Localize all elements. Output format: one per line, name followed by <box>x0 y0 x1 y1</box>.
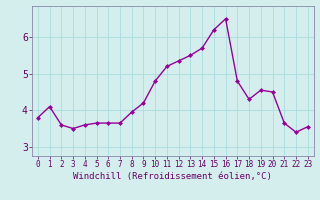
X-axis label: Windchill (Refroidissement éolien,°C): Windchill (Refroidissement éolien,°C) <box>73 172 272 181</box>
